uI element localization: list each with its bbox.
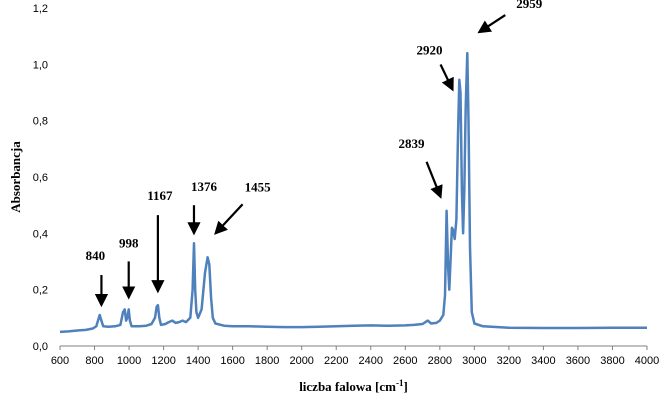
y-tick-label: 0,2 xyxy=(33,285,48,297)
x-axis-ticks: 600 800 1000 1200 1400 1600 1800 2000 2200 2400 26… xyxy=(51,346,659,367)
x-tick-label: 2200 xyxy=(324,355,348,367)
peak-label: 2920 xyxy=(417,43,443,58)
x-tick-label: 3200 xyxy=(497,355,521,367)
x-tick-label: 3000 xyxy=(462,355,486,367)
y-tick-label: 0,8 xyxy=(33,116,48,128)
peak-arrow xyxy=(425,161,443,199)
x-tick-label: 2800 xyxy=(428,355,452,367)
x-tick-label: 3800 xyxy=(600,355,624,367)
x-tick-label: 1200 xyxy=(151,355,175,367)
y-axis-ticks: 0,0 0,2 0,4 0,6 0,8 1,0 1,2 xyxy=(33,3,48,353)
peak-arrow xyxy=(439,64,454,92)
x-axis-label-superscript: -1 xyxy=(396,378,404,388)
peak-label: 840 xyxy=(86,248,106,263)
y-tick-label: 0,4 xyxy=(33,228,48,240)
x-tick-label: 2000 xyxy=(289,355,313,367)
y-tick-label: 0,0 xyxy=(33,341,48,353)
peak-annotations: 840 998 1167 1376 1455 2839 2920 2959 xyxy=(86,0,543,308)
peak-label: 2839 xyxy=(399,136,426,151)
x-tick-label: 1800 xyxy=(255,355,279,367)
x-tick-label: 4000 xyxy=(635,355,659,367)
peak-arrow xyxy=(214,203,244,235)
x-tick-label: 1400 xyxy=(186,355,210,367)
y-tick-label: 1,2 xyxy=(33,3,48,15)
peak-label: 1455 xyxy=(245,179,272,194)
x-axis-label: liczba falowa [cm-1] xyxy=(299,378,408,394)
x-tick-label: 3600 xyxy=(566,355,590,367)
peak-label: 2959 xyxy=(516,0,543,11)
x-tick-label: 800 xyxy=(85,355,103,367)
peak-label: 1376 xyxy=(191,179,218,194)
x-tick-label: 600 xyxy=(51,355,69,367)
x-tick-label: 1600 xyxy=(220,355,244,367)
spectrum-line xyxy=(59,51,647,334)
peak-arrow xyxy=(477,14,506,34)
peak-label: 1167 xyxy=(147,188,173,203)
peak-label: 998 xyxy=(119,235,139,250)
x-tick-label: 2400 xyxy=(359,355,383,367)
y-axis-label: Absorbancja xyxy=(8,141,23,213)
x-tick-label: 1000 xyxy=(117,355,141,367)
y-tick-label: 1,0 xyxy=(33,59,48,71)
y-tick-label: 0,6 xyxy=(33,172,48,184)
x-tick-label: 2600 xyxy=(393,355,417,367)
x-axis-label-suffix: ] xyxy=(403,379,407,394)
x-tick-label: 3400 xyxy=(531,355,555,367)
x-axis-label-text: liczba falowa [cm xyxy=(299,379,396,394)
series-layer xyxy=(59,51,647,334)
